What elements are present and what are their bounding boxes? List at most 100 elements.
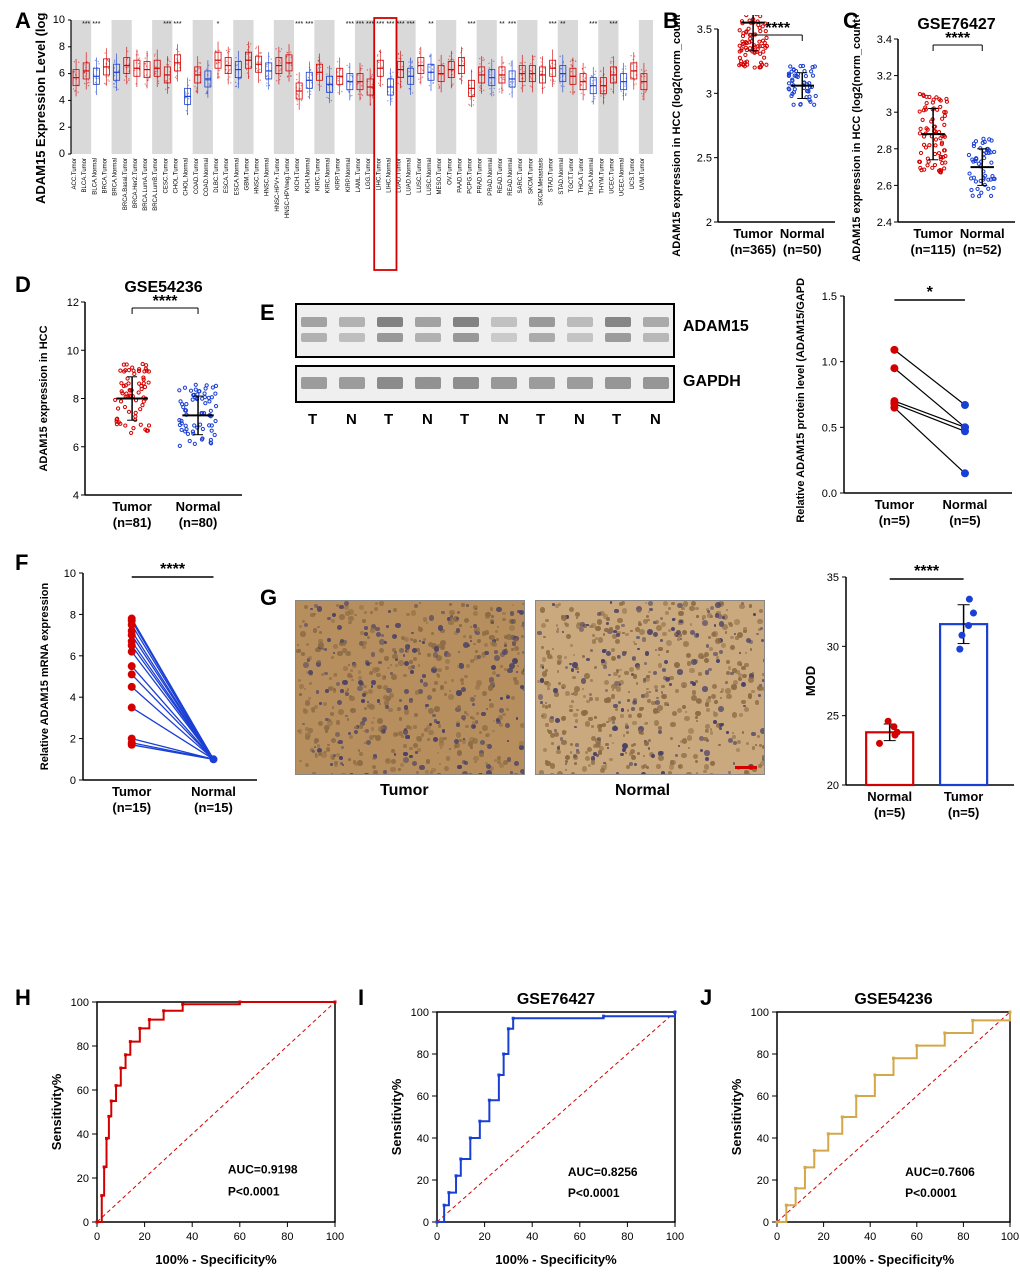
svg-text:***: ***: [508, 21, 516, 28]
wb-lane: N: [650, 411, 661, 428]
svg-text:LAML.Tumor: LAML.Tumor: [356, 158, 362, 192]
panel-a-pancancer: 0246810ADAM15 Expression Level (log2 TPM…: [33, 12, 653, 272]
svg-text:20: 20: [417, 1175, 429, 1187]
svg-text:UCEC.Tumor: UCEC.Tumor: [610, 158, 616, 194]
svg-text:3.4: 3.4: [877, 34, 892, 46]
svg-text:Sensitivity%: Sensitivity%: [729, 1078, 744, 1155]
svg-text:35: 35: [827, 572, 839, 584]
panel-d-label: D: [15, 272, 31, 298]
svg-text:***: ***: [396, 21, 404, 28]
svg-text:40: 40: [526, 1231, 538, 1243]
svg-text:HNSC.Tumor: HNSC.Tumor: [255, 158, 261, 194]
svg-text:GSE54236: GSE54236: [854, 991, 932, 1008]
svg-text:BRCA.Tumor: BRCA.Tumor: [102, 158, 108, 193]
svg-text:20: 20: [817, 1231, 829, 1243]
svg-text:8: 8: [70, 609, 76, 621]
svg-text:40: 40: [757, 1133, 769, 1145]
svg-text:20: 20: [138, 1231, 150, 1243]
svg-text:2.6: 2.6: [877, 180, 892, 192]
svg-text:ACC.Tumor: ACC.Tumor: [72, 158, 78, 189]
svg-text:HNSC-HPVneg.Tumor: HNSC-HPVneg.Tumor: [285, 158, 291, 218]
svg-text:40: 40: [186, 1231, 198, 1243]
svg-text:***: ***: [407, 21, 415, 28]
svg-text:20: 20: [757, 1175, 769, 1187]
svg-text:4: 4: [73, 490, 79, 502]
svg-text:**: **: [560, 21, 566, 28]
svg-text:100: 100: [751, 1007, 769, 1019]
svg-text:ADAM15 Expression Level (log2: ADAM15 Expression Level (log2 TPM): [33, 12, 48, 204]
svg-text:GSE76427: GSE76427: [517, 991, 595, 1008]
svg-text:3: 3: [886, 107, 892, 119]
svg-text:LGG.Tumor: LGG.Tumor: [366, 158, 372, 189]
wb-lane: T: [536, 411, 545, 428]
svg-text:80: 80: [957, 1231, 969, 1243]
wb-label-gapdh: GAPDH: [683, 373, 741, 391]
svg-text:MESO.Tumor: MESO.Tumor: [437, 158, 443, 194]
svg-text:Normal: Normal: [867, 789, 912, 804]
svg-text:BLCA.Tumor: BLCA.Tumor: [82, 158, 88, 192]
svg-text:0: 0: [434, 1231, 440, 1243]
panel-h-roc: 002020404060608080100100100% - Specifici…: [45, 990, 345, 1270]
svg-text:100: 100: [666, 1231, 684, 1243]
svg-text:KIRC.Tumor: KIRC.Tumor: [315, 158, 321, 191]
svg-text:1.0: 1.0: [822, 357, 837, 369]
wb-lane: N: [574, 411, 585, 428]
svg-text:0: 0: [94, 1231, 100, 1243]
wb-lane: T: [308, 411, 317, 428]
svg-text:2: 2: [70, 734, 76, 746]
svg-text:Sensitivity%: Sensitivity%: [49, 1073, 64, 1150]
svg-text:(n=5): (n=5): [948, 805, 979, 820]
svg-text:SARC.Tumor: SARC.Tumor: [518, 158, 524, 193]
svg-text:(n=80): (n=80): [179, 515, 218, 530]
panel-i-label: I: [358, 985, 364, 1011]
svg-text:80: 80: [281, 1231, 293, 1243]
svg-text:Relative ADAM15 mRNA expressio: Relative ADAM15 mRNA expression: [39, 582, 51, 770]
svg-text:10: 10: [64, 568, 76, 580]
svg-text:6: 6: [73, 442, 79, 454]
panel-f-paired: 0246810Relative ADAM15 mRNA expressionTu…: [33, 555, 263, 830]
wb-lane: T: [384, 411, 393, 428]
svg-text:STAD.Normal: STAD.Normal: [559, 158, 565, 195]
svg-text:***: ***: [82, 21, 90, 28]
svg-text:****: ****: [945, 30, 971, 47]
ihc-label-normal: Normal: [615, 782, 670, 800]
svg-text:60: 60: [757, 1091, 769, 1103]
svg-text:Tumor: Tumor: [112, 499, 151, 514]
svg-text:ADAM15 expression in HCC (log2: ADAM15 expression in HCC (log2(norm_coun…: [851, 15, 863, 262]
svg-text:STAD.Tumor: STAD.Tumor: [549, 158, 555, 192]
svg-text:(n=5): (n=5): [879, 513, 910, 528]
svg-text:KICH.Normal: KICH.Normal: [305, 158, 311, 193]
svg-text:KICH.Tumor: KICH.Tumor: [295, 158, 301, 191]
svg-text:6: 6: [70, 651, 76, 663]
svg-text:0: 0: [423, 1217, 429, 1229]
svg-text:DLBC.Tumor: DLBC.Tumor: [214, 158, 220, 193]
svg-text:COAD.Normal: COAD.Normal: [204, 158, 210, 196]
svg-text:KIRP.Tumor: KIRP.Tumor: [336, 158, 342, 190]
svg-text:TGCT.Tumor: TGCT.Tumor: [569, 158, 575, 192]
svg-text:3.5: 3.5: [697, 24, 712, 36]
svg-text:SKCM.Tumor: SKCM.Tumor: [528, 158, 534, 194]
svg-text:BRCA.Normal: BRCA.Normal: [113, 158, 119, 196]
svg-text:BRCA.Basal.Tumor: BRCA.Basal.Tumor: [123, 158, 129, 210]
svg-text:ADAM15 expression in HCC (log2: ADAM15 expression in HCC (log2(norm_coun…: [671, 15, 683, 257]
svg-text:UVM.Tumor: UVM.Tumor: [640, 158, 646, 190]
wb-lane: N: [346, 411, 357, 428]
svg-text:****: ****: [153, 293, 179, 310]
svg-text:10: 10: [53, 14, 65, 26]
svg-text:60: 60: [77, 1085, 89, 1097]
svg-text:3: 3: [706, 88, 712, 100]
panel-f-label: F: [15, 550, 28, 576]
svg-text:Normal: Normal: [960, 226, 1005, 241]
svg-text:ESCA.Tumor: ESCA.Tumor: [224, 158, 230, 193]
wb-lane: N: [422, 411, 433, 428]
svg-text:0: 0: [70, 775, 76, 787]
svg-text:***: ***: [609, 21, 617, 28]
svg-text:80: 80: [77, 1041, 89, 1053]
svg-text:ESCA.Normal: ESCA.Normal: [234, 158, 240, 195]
svg-text:P<0.0001: P<0.0001: [228, 1185, 280, 1199]
svg-text:CHOL.Tumor: CHOL.Tumor: [173, 158, 179, 193]
panel-i-roc: GSE76427002020404060608080100100100% - S…: [385, 990, 685, 1270]
svg-text:OV.Tumor: OV.Tumor: [447, 158, 453, 185]
svg-text:***: ***: [305, 21, 313, 28]
svg-text:80: 80: [621, 1231, 633, 1243]
